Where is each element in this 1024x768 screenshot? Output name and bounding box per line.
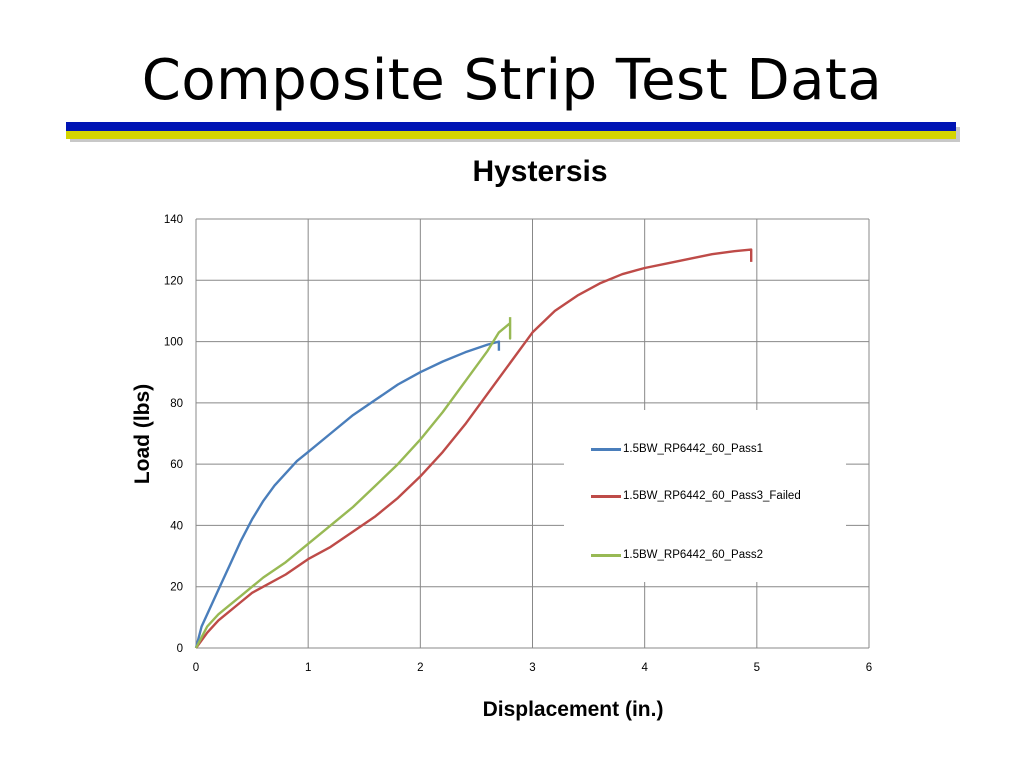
title-rule-yellow bbox=[66, 131, 956, 139]
y-tick-label: 60 bbox=[170, 459, 183, 471]
legend-swatch-pass3-failed bbox=[591, 494, 621, 498]
y-tick-label: 120 bbox=[164, 275, 183, 287]
legend-item-pass2: 1.5BW_RP6442_60_Pass2 bbox=[591, 545, 763, 565]
legend-label-pass3-failed: 1.5BW_RP6442_60_Pass3_Failed bbox=[623, 490, 801, 502]
x-tick-label: 5 bbox=[754, 662, 760, 674]
legend-item-pass3-failed: 1.5BW_RP6442_60_Pass3_Failed bbox=[591, 486, 801, 506]
title-rule bbox=[66, 122, 960, 142]
chart-legend: 1.5BW_RP6442_60_Pass1 1.5BW_RP6442_60_Pa… bbox=[564, 410, 846, 582]
legend-swatch-pass1 bbox=[591, 447, 621, 451]
x-tick-label: 6 bbox=[866, 662, 872, 674]
chart-title: Hystersis bbox=[472, 155, 608, 188]
x-tick-label: 1 bbox=[305, 662, 311, 674]
x-tick-label: 0 bbox=[193, 662, 199, 674]
series-line bbox=[195, 248, 753, 649]
legend-item-pass1: 1.5BW_RP6442_60_Pass1 bbox=[591, 439, 763, 459]
y-tick-label: 140 bbox=[164, 214, 183, 226]
y-tick-label: 80 bbox=[170, 398, 183, 410]
x-axis-label: Displacement (in.) bbox=[482, 698, 664, 721]
legend-swatch-pass2 bbox=[591, 553, 621, 557]
legend-label-pass2: 1.5BW_RP6442_60_Pass2 bbox=[623, 549, 764, 561]
y-tick-label: 100 bbox=[164, 337, 183, 349]
y-axis-label: Load (lbs) bbox=[131, 383, 154, 485]
x-tick-label: 3 bbox=[529, 662, 535, 674]
y-tick-label: 40 bbox=[170, 520, 183, 532]
y-tick-label: 0 bbox=[177, 643, 183, 655]
series-line bbox=[194, 340, 501, 649]
title-rule-blue bbox=[66, 122, 956, 131]
x-tick-label: 4 bbox=[641, 662, 648, 674]
series-line bbox=[194, 317, 512, 649]
x-tick-label: 2 bbox=[417, 662, 423, 674]
y-tick-label: 20 bbox=[170, 582, 183, 594]
slide-title: Composite Strip Test Data bbox=[141, 48, 883, 113]
legend-label-pass1: 1.5BW_RP6442_60_Pass1 bbox=[623, 443, 764, 455]
